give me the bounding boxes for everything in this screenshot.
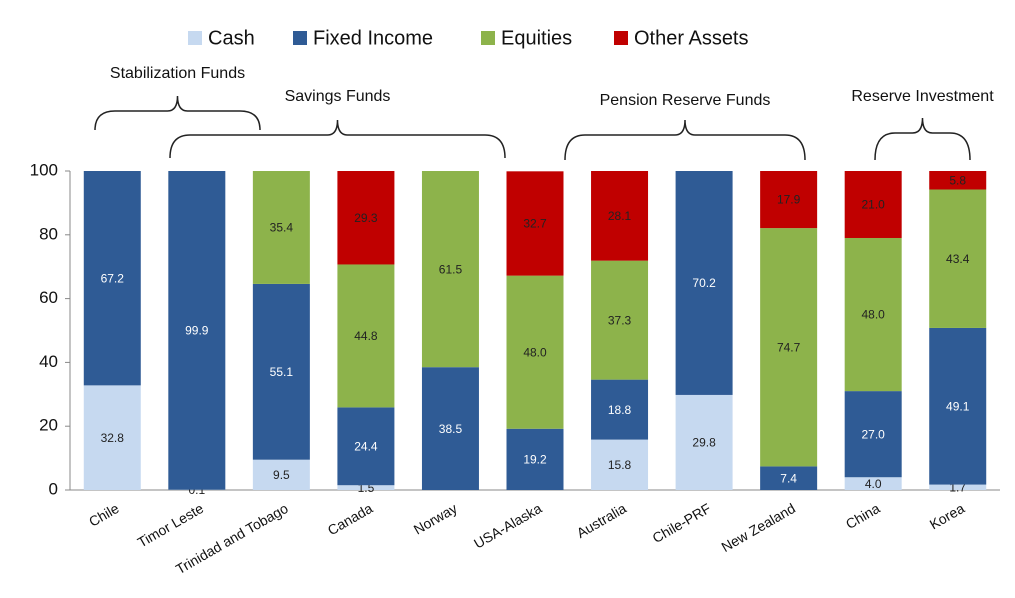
bar-segment	[760, 466, 818, 490]
legend-swatch	[293, 31, 307, 45]
x-tick-label: Norway	[411, 500, 460, 538]
x-tick-label: New Zealand	[719, 500, 798, 555]
bar-segment	[844, 237, 902, 392]
data-label: 43.4	[946, 252, 970, 266]
data-label: 19.2	[523, 453, 547, 467]
bar-segment	[337, 264, 395, 408]
bar-segment	[675, 171, 733, 395]
data-label: 32.7	[523, 217, 547, 231]
legend-label: Other Assets	[634, 27, 749, 49]
data-label: 21.0	[862, 198, 886, 212]
data-label: 15.8	[608, 458, 632, 472]
bar-segment	[929, 171, 987, 190]
data-label: 28.1	[608, 209, 632, 223]
group-brace	[169, 119, 506, 159]
bar-segment	[591, 379, 649, 440]
data-label: 61.5	[439, 262, 463, 276]
data-label: 48.0	[523, 345, 547, 359]
data-label: 38.5	[439, 422, 463, 436]
legend-swatch	[614, 31, 628, 45]
legend-label: Equities	[501, 27, 572, 49]
bar-segment	[844, 391, 902, 478]
data-label: 44.8	[354, 329, 378, 343]
bar-segment	[591, 171, 649, 261]
y-tick-label: 40	[39, 352, 58, 371]
data-label: 4.0	[865, 477, 882, 491]
bar-segment	[844, 171, 902, 238]
data-label: 9.5	[273, 468, 290, 482]
data-label: 5.8	[949, 173, 966, 187]
bar-segment	[252, 283, 310, 460]
data-label: 29.8	[692, 436, 716, 450]
legend-label: Fixed Income	[313, 27, 433, 49]
data-label: 27.0	[862, 427, 886, 441]
bar-segment	[83, 171, 141, 386]
bar-segment	[929, 484, 987, 490]
bar-segment	[506, 428, 564, 490]
bar-segment	[591, 260, 649, 380]
bar-segment	[760, 228, 818, 467]
data-label: 67.2	[101, 271, 125, 285]
bar-segment	[83, 385, 141, 490]
bar-segment	[421, 171, 479, 368]
data-label: 48.0	[862, 308, 886, 322]
y-tick-label: 0	[49, 479, 58, 498]
bar-segment	[760, 171, 818, 229]
group-brace	[874, 117, 971, 161]
bar-segment	[844, 477, 902, 490]
x-tick-label: Chile	[86, 500, 122, 530]
data-label: 24.4	[354, 439, 378, 453]
x-tick-label: USA-Alaska	[471, 500, 545, 552]
legend-label: Cash	[208, 27, 255, 49]
bar-segment	[506, 171, 564, 276]
x-tick-label: Australia	[574, 500, 629, 541]
data-label: 29.3	[354, 211, 378, 225]
bar-segment	[337, 485, 395, 490]
y-tick-label: 20	[39, 416, 58, 435]
group-label: Savings Funds	[285, 88, 391, 105]
data-label: 55.1	[270, 365, 294, 379]
group-label: Stabilization Funds	[110, 65, 245, 82]
group-label: Reserve Investment	[851, 88, 994, 105]
data-label: 74.7	[777, 340, 801, 354]
y-tick-label: 100	[30, 160, 58, 179]
y-tick-label: 80	[39, 224, 58, 243]
legend-swatch	[188, 31, 202, 45]
bar-segment	[337, 171, 395, 265]
x-tick-label: Korea	[927, 500, 968, 533]
group-brace	[564, 119, 806, 161]
x-tick-label: Chile-PRF	[650, 500, 714, 546]
data-label: 35.4	[270, 221, 294, 235]
data-label: 70.2	[692, 276, 716, 290]
group-label: Pension Reserve Funds	[600, 92, 771, 109]
data-label: 32.8	[101, 431, 125, 445]
bar-segment	[337, 407, 395, 486]
bar-segment	[506, 275, 564, 429]
data-label: 18.8	[608, 403, 632, 417]
x-tick-label: China	[843, 500, 883, 532]
x-tick-label: Canada	[325, 500, 376, 538]
bar-segment	[252, 459, 310, 490]
data-label: 49.1	[946, 399, 970, 413]
bar-segment	[929, 189, 987, 328]
bar-segment	[929, 327, 987, 485]
bar-segment	[675, 394, 733, 490]
data-label: 99.9	[185, 324, 209, 338]
bar-segment	[421, 367, 479, 490]
bar-segment	[168, 171, 226, 490]
group-brace	[94, 95, 261, 131]
legend-swatch	[481, 31, 495, 45]
data-label: 17.9	[777, 193, 801, 207]
data-label: 37.3	[608, 313, 632, 327]
y-tick-label: 60	[39, 288, 58, 307]
data-label: 7.4	[780, 471, 797, 485]
bar-segment	[252, 171, 310, 284]
bar-segment	[591, 439, 649, 490]
x-tick-label: Timor Leste	[135, 500, 207, 551]
